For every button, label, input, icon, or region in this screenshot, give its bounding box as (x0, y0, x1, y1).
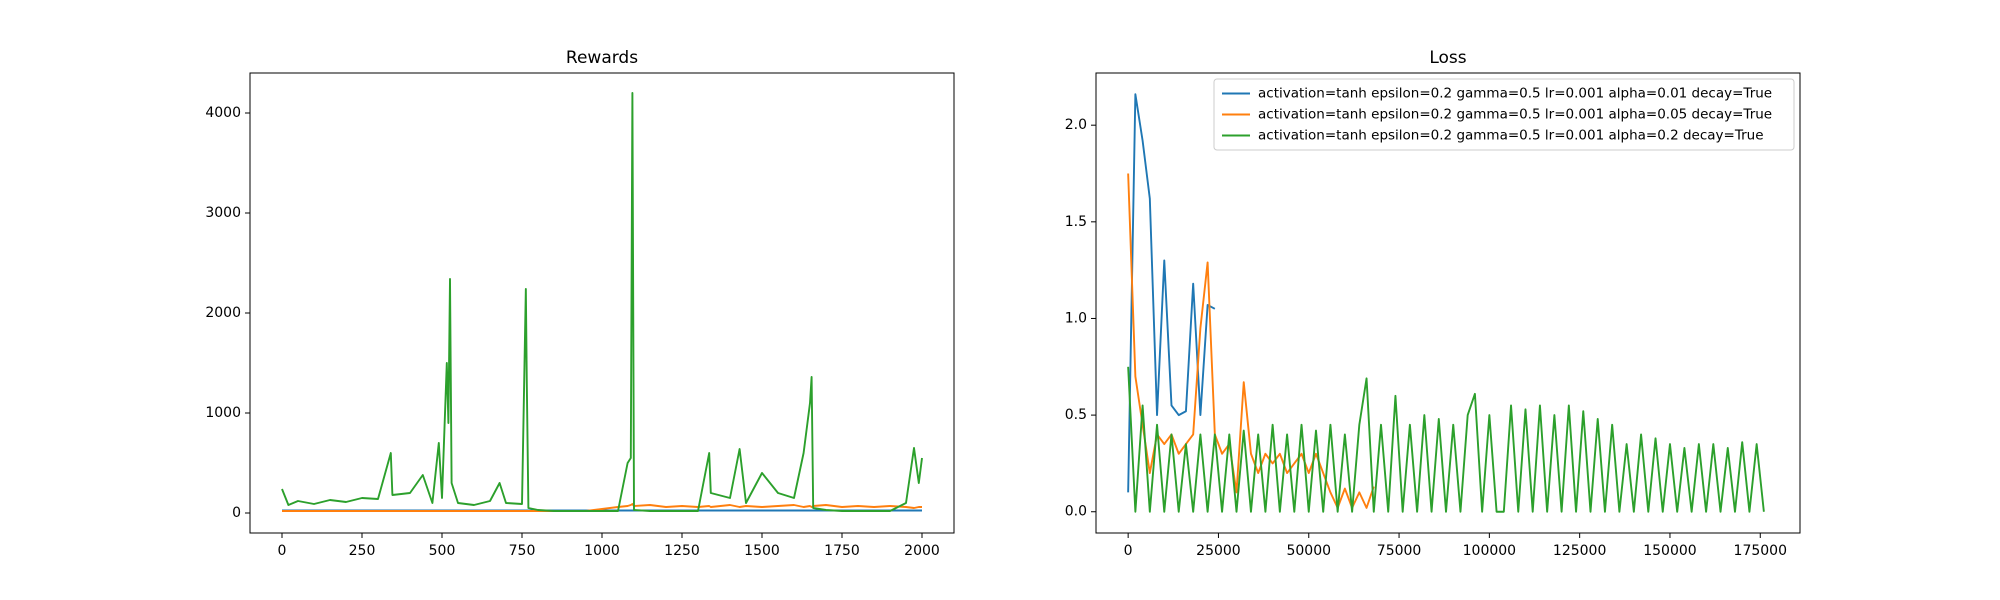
legend: activation=tanh epsilon=0.2 gamma=0.5 lr… (1213, 78, 1795, 151)
axes-frame (1095, 72, 1801, 534)
x-tick-label: 500 (429, 543, 456, 559)
legend-label: activation=tanh epsilon=0.2 gamma=0.5 lr… (1258, 86, 1772, 102)
y-tick-label: 0.0 (1065, 504, 1087, 520)
series-line (281, 92, 923, 512)
y-tick-label: 1000 (205, 405, 241, 421)
y-tick-label: 2000 (205, 305, 241, 321)
x-tick-label: 100000 (1463, 543, 1516, 559)
x-tick-label: 750 (509, 543, 536, 559)
y-tick-label: 1.0 (1065, 310, 1087, 326)
x-tick-label: 25000 (1196, 543, 1241, 559)
x-tick-label: 0 (278, 543, 287, 559)
x-tick-label: 0 (1124, 543, 1133, 559)
legend-label: activation=tanh epsilon=0.2 gamma=0.5 lr… (1258, 128, 1764, 144)
series-line (1127, 366, 1765, 513)
x-tick-label: 50000 (1286, 543, 1331, 559)
x-tick-label: 175000 (1734, 543, 1787, 559)
x-tick-label: 1250 (664, 543, 700, 559)
legend-label: activation=tanh epsilon=0.2 gamma=0.5 lr… (1258, 107, 1772, 123)
y-tick-label: 2.0 (1065, 117, 1087, 133)
axes: Loss 0 25000 50000 75000 100000 125000 150000 17… (1065, 48, 1801, 559)
y-tick-label: 0.5 (1065, 407, 1087, 423)
series-line (1127, 93, 1216, 493)
series-line (1127, 173, 1375, 509)
x-tick-label: 250 (349, 543, 376, 559)
plot-area (281, 92, 923, 512)
x-tick-label: 75000 (1377, 543, 1422, 559)
y-tick-label: 0 (232, 505, 241, 521)
x-tick-label: 1000 (584, 543, 620, 559)
x-tick-label: 1750 (824, 543, 860, 559)
chart-title: Rewards (566, 48, 638, 68)
axes: Rewards 0 250 500 750 1000 1250 1500 1750 2000 0 10… (205, 48, 955, 559)
y-tick-label: 3000 (205, 205, 241, 221)
plot-area (1127, 93, 1765, 513)
x-tick-label: 150000 (1643, 543, 1696, 559)
x-tick-label: 125000 (1553, 543, 1606, 559)
chart-title: Loss (1429, 48, 1466, 68)
x-tick-label: 1500 (744, 543, 780, 559)
x-tick-label: 2000 (904, 543, 940, 559)
legend-frame (1213, 78, 1795, 151)
y-tick-label: 4000 (205, 105, 241, 121)
y-tick-label: 1.5 (1065, 214, 1087, 230)
